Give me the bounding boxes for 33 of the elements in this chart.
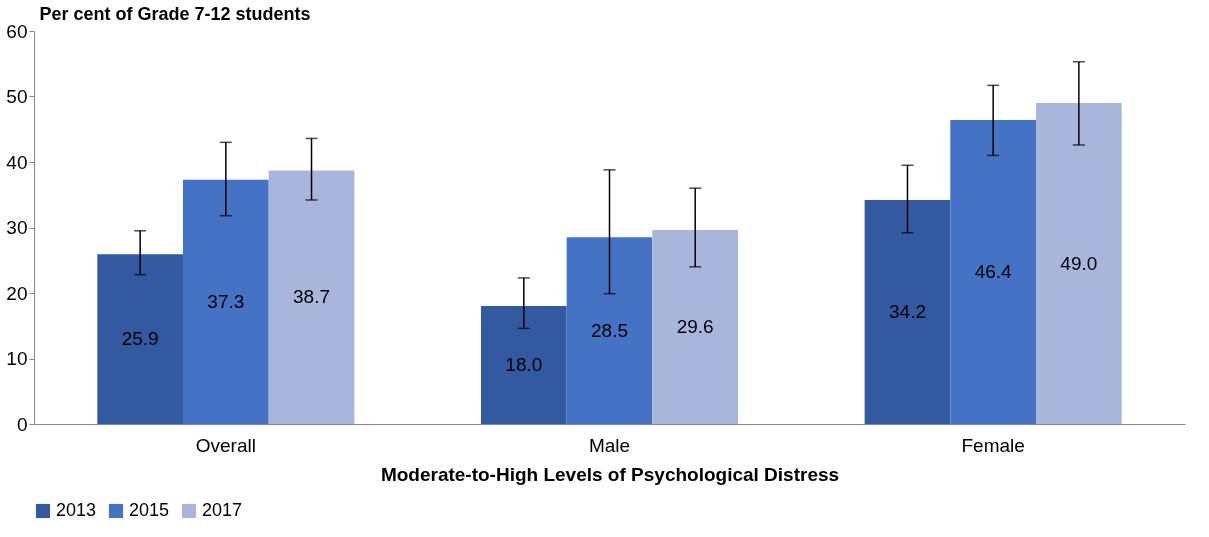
bar [950, 120, 1037, 424]
bar [182, 179, 269, 424]
y-tick-label: 40 [6, 151, 28, 173]
x-tick-label: Male [588, 434, 631, 456]
data-label: 29.6 [676, 316, 714, 338]
y-tick-label: 10 [6, 348, 28, 369]
bar [268, 170, 355, 424]
data-label: 28.5 [591, 319, 628, 341]
legend-label: 2013 [56, 500, 97, 520]
data-label: 25.9 [121, 328, 159, 350]
y-tick-label: 50 [6, 86, 28, 107]
bar [1036, 103, 1122, 424]
data-label: 46.4 [974, 261, 1013, 283]
y-axis-title: Per cent of Grade 7-12 students [39, 3, 311, 24]
x-axis-title: Moderate-to-High Levels of Psychological Distress [380, 463, 840, 485]
legend-label: 2015 [129, 500, 170, 520]
y-tick-label: 20 [6, 282, 28, 304]
bar [566, 237, 653, 424]
bar [652, 230, 739, 424]
data-label: 38.7 [293, 286, 331, 308]
bar [864, 199, 951, 424]
data-label: 37.3 [207, 290, 245, 312]
y-tick-label: 30 [6, 217, 28, 238]
y-tick-label: 60 [6, 20, 28, 42]
data-label: 34.2 [888, 300, 926, 322]
legend-label: 2017 [202, 500, 243, 520]
bar [480, 306, 567, 424]
x-tick-label: Female [961, 434, 1025, 456]
y-tick-label: 0 [16, 413, 28, 435]
data-label: 49.0 [1060, 252, 1098, 274]
x-tick-label: Overall [195, 434, 256, 456]
data-label: 18.0 [505, 354, 543, 376]
bar [97, 254, 183, 424]
